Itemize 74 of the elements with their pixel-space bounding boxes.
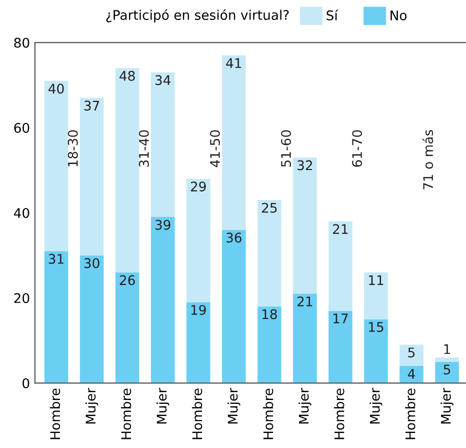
data-label: 19	[191, 304, 206, 315]
bar	[435, 362, 459, 384]
bar	[400, 366, 424, 384]
annotation: 18-30	[68, 130, 78, 166]
bar	[44, 251, 68, 384]
bar	[293, 294, 317, 384]
data-label: 17	[334, 314, 348, 324]
x-tick-label: Mujer	[227, 388, 240, 424]
data-label: 21	[297, 296, 312, 306]
y-tick-label: 80	[14, 38, 30, 48]
bar	[186, 302, 210, 384]
annotation: 51-60	[281, 130, 291, 167]
data-label: 48	[120, 70, 135, 81]
x-tick-label: Mujer	[298, 388, 312, 424]
x-tick-label: Mujer	[370, 388, 382, 424]
bar	[80, 255, 104, 384]
y-tick-label: 0	[22, 378, 30, 388]
y-tick-label: 60	[14, 122, 30, 133]
data-label: 26	[120, 275, 135, 286]
x-tick-label: Hombre	[120, 388, 132, 440]
annotation: 61-70	[352, 130, 362, 167]
bar	[44, 80, 68, 252]
bar	[115, 272, 140, 384]
data-label: 39	[155, 220, 170, 230]
y-tick-label: 20	[14, 293, 30, 304]
data-label: 25	[262, 202, 277, 213]
bar	[400, 344, 424, 366]
annotation: 41-50	[210, 130, 220, 168]
bar	[150, 217, 175, 384]
data-label: 37	[84, 100, 100, 111]
data-label: 29	[190, 182, 206, 192]
bar	[364, 319, 388, 384]
data-label: 1	[444, 344, 450, 354]
x-tick-label: Mujer	[85, 388, 98, 424]
legend-label: Sí	[326, 10, 338, 20]
bar	[258, 200, 282, 306]
data-label: 30	[84, 258, 100, 268]
bar	[150, 72, 175, 218]
data-label: 4	[408, 368, 415, 379]
annotation: 71 o más	[422, 130, 434, 190]
y-tick-label: 40	[14, 208, 30, 218]
bar	[115, 68, 140, 272]
x-tick-label: Mujer	[440, 388, 454, 424]
data-label: 18	[262, 309, 277, 320]
bar	[435, 358, 459, 362]
x-tick-label: Hombre	[334, 388, 344, 440]
data-label: 32	[298, 160, 312, 170]
bar	[222, 55, 246, 230]
x-tick-label: Hombre	[405, 388, 416, 440]
data-label: 21	[333, 224, 348, 234]
bar	[186, 178, 210, 302]
bar	[80, 98, 104, 256]
legend-title: ¿Participó en sesión virtual?	[106, 9, 289, 23]
data-label: 41	[226, 58, 242, 68]
bar	[293, 157, 317, 294]
bar	[328, 310, 352, 384]
legend-label: No	[390, 10, 407, 20]
bar	[222, 230, 246, 384]
annotation: 31-40	[138, 130, 149, 167]
x-tick-label: Hombre	[192, 388, 202, 440]
data-label: 15	[369, 322, 384, 332]
x-tick-label: Mujer	[156, 388, 170, 424]
data-label: 40	[48, 84, 64, 94]
data-label: 11	[369, 275, 384, 285]
data-label: 36	[226, 232, 242, 243]
bar	[258, 306, 282, 384]
bar	[364, 272, 388, 320]
data-label: 5	[444, 364, 450, 375]
x-tick-label: Hombre	[263, 388, 274, 440]
x-tick-label: Hombre	[50, 388, 60, 440]
bar	[328, 221, 352, 311]
data-label: 34	[155, 75, 170, 86]
data-label: 5	[408, 348, 415, 358]
data-label: 31	[48, 254, 64, 264]
